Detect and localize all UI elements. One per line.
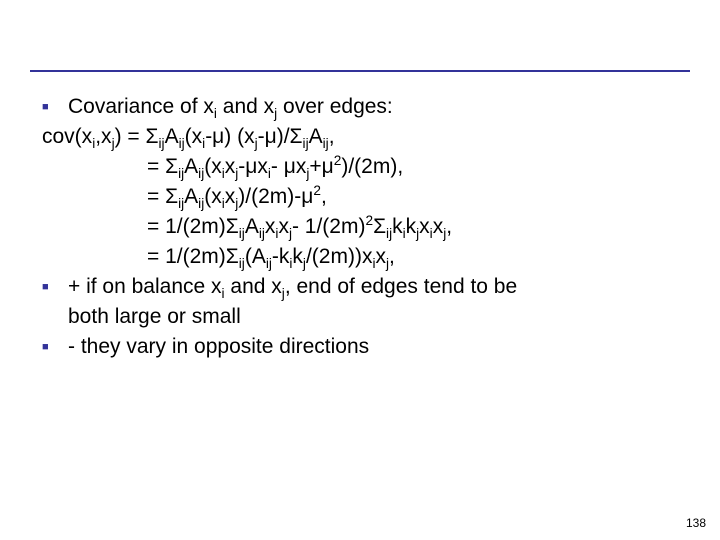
line-text: Covariance of xi and xj over edges: <box>68 92 690 122</box>
body-text: ■ Covariance of xi and xj over edges: ■ … <box>42 92 690 362</box>
square-bullet-icon: ■ <box>42 332 68 362</box>
bullet-line-1: ■ Covariance of xi and xj over edges: <box>42 92 690 122</box>
line-text: cov(xi,xj) = ΣijAij(xi-μ) (xj-μ)/ΣijAij, <box>42 122 690 152</box>
equation-line-2: ■ = ΣijAij(xixj-μxi- μxj+μ2)/(2m), <box>42 152 690 182</box>
line-text: + if on balance xi and xj, end of edges … <box>68 272 690 302</box>
equation-line-4: ■ = 1/(2m)ΣijAijxixj- 1/(2m)2Σijkikjxixj… <box>42 212 690 242</box>
line-text: - they vary in opposite directions <box>68 332 690 362</box>
square-bullet-icon: ■ <box>42 272 68 302</box>
line-text: = 1/(2m)ΣijAijxixj- 1/(2m)2Σijkikjxixj, <box>68 212 690 242</box>
line-text: = 1/(2m)Σij(Aij-kikj/(2m))xixj, <box>68 242 690 272</box>
bullet-line-2-cont: ■ both large or small <box>42 302 690 332</box>
line-text: both large or small <box>68 302 690 332</box>
slide: ■ Covariance of xi and xj over edges: ■ … <box>0 0 720 540</box>
page-number: 138 <box>686 516 706 530</box>
bullet-line-3: ■ - they vary in opposite directions <box>42 332 690 362</box>
line-text: = ΣijAij(xixj)/(2m)-μ2, <box>68 182 690 212</box>
line-text: = ΣijAij(xixj-μxi- μxj+μ2)/(2m), <box>68 152 690 182</box>
square-bullet-icon: ■ <box>42 92 68 122</box>
bullet-line-2: ■ + if on balance xi and xj, end of edge… <box>42 272 690 302</box>
equation-line-1: ■ cov(xi,xj) = ΣijAij(xi-μ) (xj-μ)/ΣijAi… <box>16 122 690 152</box>
horizontal-rule <box>30 70 690 72</box>
equation-line-3: ■ = ΣijAij(xixj)/(2m)-μ2, <box>42 182 690 212</box>
equation-line-5: ■ = 1/(2m)Σij(Aij-kikj/(2m))xixj, <box>42 242 690 272</box>
